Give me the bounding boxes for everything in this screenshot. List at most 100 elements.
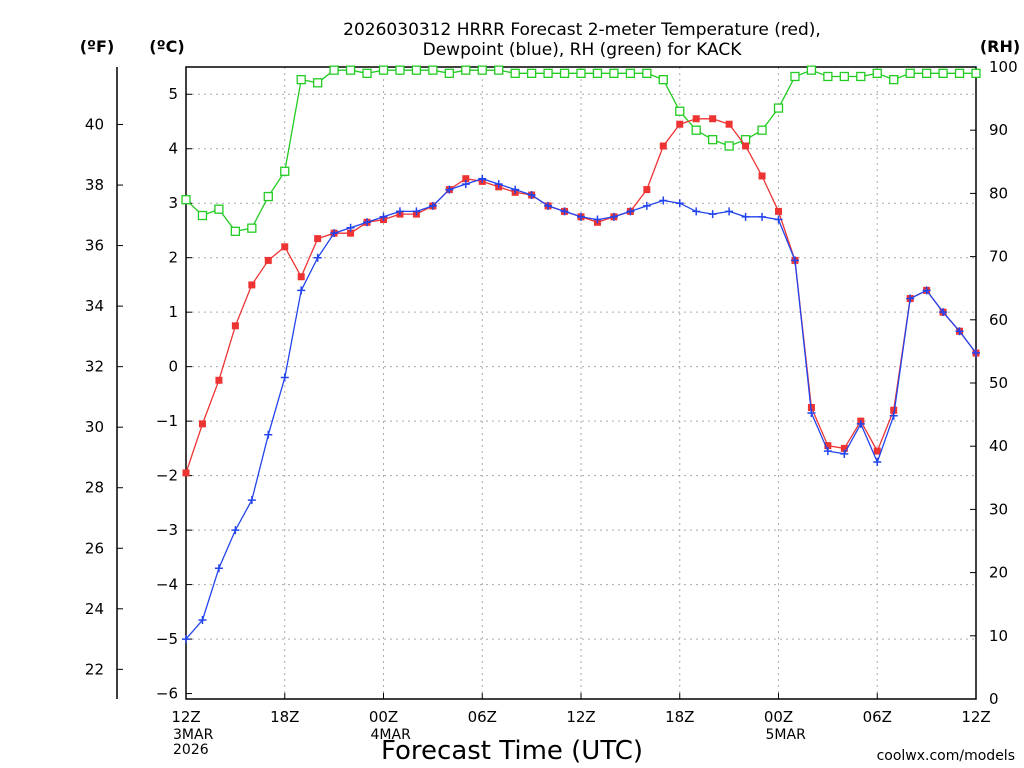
rh-point (823, 71, 833, 82)
rh-point (708, 135, 718, 145)
rh-point (806, 65, 817, 75)
rh-point (230, 226, 241, 236)
x-tick-label: 00Z (369, 708, 398, 726)
rh-tick-label: 80 (989, 184, 1008, 202)
dewpoint-point (577, 212, 585, 221)
temperature-point (824, 442, 832, 450)
rh-point (971, 68, 981, 78)
rh-point (444, 68, 454, 78)
fahrenheit-tick-label: 30 (85, 418, 104, 436)
rh-point (313, 78, 323, 88)
temperature-point (676, 120, 684, 128)
celsius-tick-label: 1 (168, 303, 178, 321)
temperature-point (709, 115, 717, 123)
temperature-point (248, 281, 256, 289)
rh-point (938, 68, 948, 78)
rh-tick-label: 100 (989, 58, 1018, 76)
rh-point (675, 106, 685, 116)
x-tick-sublabel: 2026 (173, 742, 209, 758)
rh-tick-label: 40 (989, 437, 1008, 455)
rh-tick-label: 30 (989, 500, 1008, 518)
celsius-tick-label: 4 (168, 140, 178, 158)
dewpoint-point (823, 447, 832, 456)
rh-point (329, 65, 339, 75)
dewpoint-series (182, 174, 980, 644)
rh-unit-label: (RH) (980, 37, 1020, 56)
rh-point (658, 74, 668, 85)
temperature-point (890, 406, 898, 414)
rh-tick-label: 70 (989, 248, 1008, 266)
rh-point (494, 65, 504, 75)
rh-point (790, 71, 800, 82)
rh-point (691, 125, 701, 135)
dewpoint-point (675, 199, 684, 208)
rh-point (526, 68, 537, 78)
dewpoint-point (642, 201, 651, 210)
rh-point (872, 68, 882, 78)
temperature-point (643, 186, 651, 194)
rh-point (280, 166, 290, 176)
temperature-point (231, 322, 239, 330)
x-tick-sublabel: 4MAR (371, 727, 412, 743)
rh-point (839, 71, 849, 82)
chart-title-line-2: Dewpoint (blue), RH (green) for KACK (423, 40, 743, 60)
rh-point (609, 68, 619, 78)
rh-point (921, 68, 932, 78)
temperature-point (198, 420, 206, 428)
dewpoint-point (198, 616, 207, 624)
temperature-point (742, 142, 750, 150)
rh-point (247, 223, 257, 233)
temperature-point (215, 376, 223, 384)
dewpoint-point (445, 185, 454, 194)
temperature-point (297, 273, 305, 281)
rh-point (592, 68, 603, 78)
celsius-tick-label: 3 (168, 194, 178, 212)
dewpoint-point (790, 256, 799, 265)
rh-point (905, 68, 915, 78)
celsius-tick-label: −5 (156, 630, 178, 648)
celsius-tick-label: −4 (156, 576, 178, 594)
dewpoint-point (511, 185, 520, 194)
x-tick-label: 12Z (961, 708, 990, 726)
dewpoint-point (379, 212, 388, 221)
dewpoint-point (363, 218, 372, 227)
rh-point (296, 74, 306, 85)
dewpoint-point (428, 201, 437, 210)
celsius-tick-label: −3 (156, 521, 178, 539)
x-tick-label: 18Z (270, 708, 299, 726)
dewpoint-point (939, 308, 948, 317)
x-tick-label: 00Z (764, 708, 793, 726)
x-tick-sublabel: 3MAR (173, 727, 214, 743)
dewpoint-point (692, 207, 701, 216)
rh-point (889, 74, 899, 85)
dewpoint-point (478, 174, 487, 183)
temperature-point (281, 243, 289, 251)
dewpoint-point (461, 180, 470, 189)
dewpoint-point (560, 207, 569, 216)
dewpoint-point (313, 253, 322, 262)
fahrenheit-tick-label: 28 (85, 479, 104, 497)
dewpoint-point (725, 207, 734, 216)
dewpoint-point (889, 411, 898, 420)
dewpoint-point (280, 373, 289, 382)
temperature-point (758, 172, 766, 180)
fahrenheit-tick-label: 40 (85, 116, 104, 134)
dewpoint-point (494, 180, 503, 189)
dewpoint-point (544, 201, 553, 210)
dewpoint-point (593, 215, 602, 224)
rh-point (181, 195, 191, 205)
rh-point (197, 210, 208, 221)
fahrenheit-tick-label: 38 (85, 176, 104, 194)
celsius-tick-label: 0 (168, 358, 178, 376)
temperature-point (462, 175, 470, 183)
dewpoint-point (873, 458, 882, 466)
dewpoint-point (758, 212, 767, 221)
rh-point (625, 68, 636, 78)
rh-point (543, 68, 553, 78)
x-tick-label: 12Z (171, 708, 200, 726)
rh-point (642, 68, 652, 78)
dewpoint-point (955, 327, 964, 336)
